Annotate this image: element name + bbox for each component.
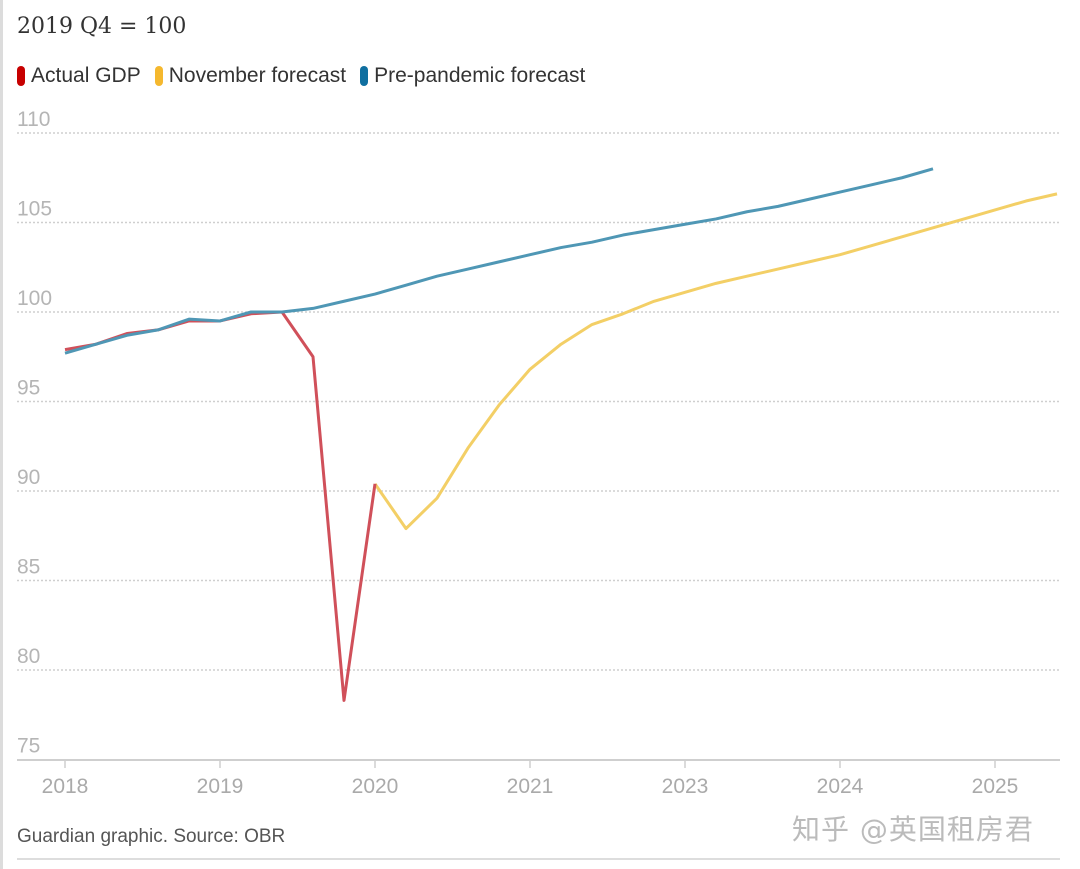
legend-label: November forecast <box>168 64 347 87</box>
source-note: Guardian graphic. Source: OBR <box>17 826 286 847</box>
y-tick-label: 105 <box>17 198 52 221</box>
x-tick-label: 2018 <box>42 775 89 798</box>
legend-label: Actual GDP <box>31 64 141 87</box>
x-tick-label: 2025 <box>972 775 1019 798</box>
legend-swatch <box>17 66 25 86</box>
legend-label: Pre-pandemic forecast <box>374 64 586 87</box>
x-tick-label: 2023 <box>662 775 709 798</box>
x-tick-label: 2020 <box>352 775 399 798</box>
legend-item: Pre-pandemic forecast <box>360 64 585 88</box>
x-tick-label: 2021 <box>507 775 554 798</box>
series-line-pre-pandemic-forecast <box>64 167 934 355</box>
legend-swatch <box>360 66 369 86</box>
legend: Actual GDP November forecast Pre-pandemic … <box>17 64 585 88</box>
y-tick-label: 75 <box>17 735 40 758</box>
left-rule <box>0 0 3 869</box>
bottom-rule <box>17 858 1060 860</box>
y-tick-label: 90 <box>17 466 40 489</box>
y-tick-label: 95 <box>17 377 40 400</box>
legend-swatch <box>154 66 163 86</box>
chart-subtitle: 2019 Q4 = 100 <box>17 14 187 39</box>
x-tick-label: 2024 <box>817 775 864 798</box>
series-line-november-forecast <box>373 192 1058 531</box>
y-tick-label: 110 <box>17 108 50 131</box>
watermark: 知乎 @英国租房君 <box>792 813 1034 846</box>
y-tick-label: 80 <box>17 645 40 668</box>
y-tick-label: 85 <box>17 556 40 579</box>
legend-item: Actual GDP <box>17 64 141 88</box>
legend-item: November forecast <box>154 64 347 88</box>
y-tick-label: 100 <box>17 287 52 310</box>
x-tick-label: 2019 <box>197 775 244 798</box>
series-line-actual-gdp <box>64 310 377 702</box>
